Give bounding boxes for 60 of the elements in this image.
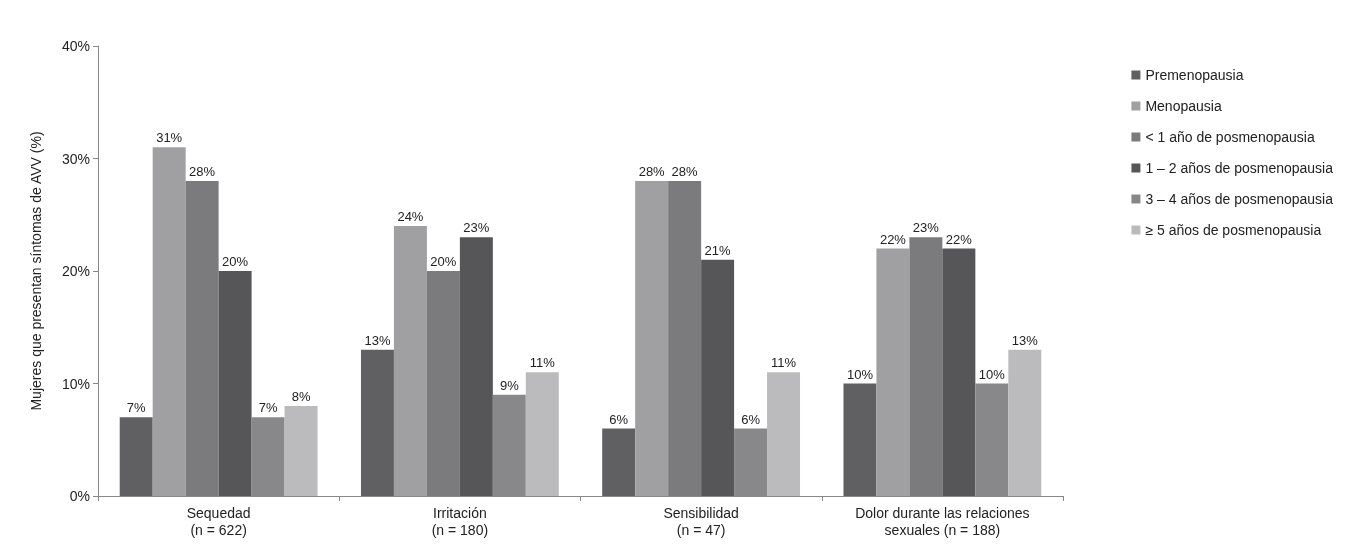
bar (909, 237, 943, 496)
y-tick-label: 30% (61, 150, 90, 167)
bar (284, 406, 318, 496)
legend-label: ≥ 5 años de posmenopausia (1145, 222, 1322, 238)
data-label: 11% (529, 355, 556, 371)
bar (843, 383, 877, 496)
y-axis-title: Mujeres que presentan síntomas de AVV (%) (28, 131, 44, 411)
bar (668, 181, 702, 496)
data-label: 9% (499, 377, 520, 393)
data-label: 8% (291, 389, 311, 404)
bar (635, 181, 669, 496)
y-tick-label: 0% (69, 488, 90, 504)
bar (767, 372, 801, 496)
data-label: 24% (397, 209, 424, 224)
bar (602, 428, 636, 496)
y-tick-label: 20% (61, 263, 90, 279)
bar (393, 226, 427, 496)
data-label: 10% (846, 366, 874, 382)
data-label: 6% (741, 411, 761, 427)
bar (525, 372, 559, 496)
data-label: 28% (189, 164, 216, 179)
bar (426, 271, 460, 496)
legend-label: 1 – 2 años de posmenopausia (1145, 160, 1334, 176)
data-label: 22% (879, 231, 907, 247)
data-label: 13% (364, 332, 391, 348)
data-label: 6% (609, 411, 629, 427)
data-label: 23% (463, 220, 490, 236)
x-tick-label: Dolor durante las relaciones sexuales (n = 188) (855, 504, 1030, 538)
legend-label: Menopausia (1145, 98, 1222, 114)
bar (701, 259, 735, 496)
bar (218, 271, 252, 496)
bar (876, 248, 910, 496)
data-label: 23% (912, 220, 940, 236)
data-label: 13% (1011, 332, 1039, 348)
data-label: 20% (222, 254, 249, 269)
data-label: 10% (978, 366, 1006, 382)
x-tick-label: Irritación (n = 180) (431, 504, 489, 538)
y-tick-label: 10% (61, 375, 90, 392)
x-tick-label: Sequedad (n = 622) (186, 504, 251, 538)
bar (119, 417, 153, 496)
data-label: 7% (258, 400, 278, 416)
data-label: 11% (771, 355, 797, 371)
bar (185, 181, 219, 496)
data-label: 28% (671, 164, 699, 179)
bar (459, 237, 493, 496)
legend-label: < 1 año de posmenopausia (1145, 129, 1315, 145)
legend-label: 3 – 4 años de posmenopausia (1145, 191, 1334, 207)
legend-label: Premenopausia (1145, 67, 1244, 83)
data-label: 28% (638, 164, 666, 179)
data-label: 31% (156, 130, 183, 146)
bar (942, 248, 976, 496)
y-tick-label: 40% (61, 38, 90, 54)
data-label: 7% (126, 400, 147, 416)
bar (360, 349, 394, 496)
data-label: 21% (704, 242, 732, 258)
x-tick-label: Sensibilidad (n = 47) (663, 504, 739, 538)
bar (1008, 349, 1042, 496)
data-label: 22% (945, 231, 973, 247)
data-label: 20% (430, 254, 457, 269)
bar (152, 147, 186, 496)
